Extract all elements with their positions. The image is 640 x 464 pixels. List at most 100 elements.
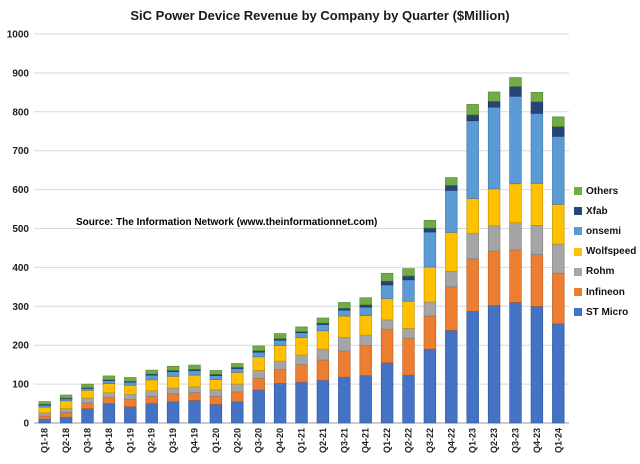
x-tick-label: Q1-18 — [40, 428, 50, 453]
bar-segment-onsemi — [530, 113, 544, 184]
bar-segment-st-micro — [166, 401, 180, 424]
bar-segment-onsemi — [487, 106, 501, 190]
bar-segment-rohm — [145, 390, 158, 397]
bar-segment-st-micro — [552, 323, 565, 424]
x-tick-label: Q3-22 — [425, 428, 435, 453]
y-tick-label: 700 — [12, 146, 29, 157]
bar-segment-others — [59, 394, 73, 399]
bar-segment-onsemi — [445, 190, 458, 233]
x-tick-label: Q2-22 — [404, 428, 414, 453]
bar-segment-rohm — [102, 392, 116, 399]
bar-segment-infineon — [445, 286, 458, 331]
bar-segment-wolfspeed — [166, 376, 180, 389]
bar-segment-wolfspeed — [38, 406, 51, 414]
x-tick-label: Q4-23 — [532, 428, 542, 453]
bar-segment-infineon — [423, 315, 437, 350]
bar-segment-infineon — [38, 415, 51, 420]
bar-segment-rohm — [273, 360, 287, 371]
bar-segment-infineon — [81, 402, 94, 409]
bar-segment-others — [402, 268, 415, 277]
bar-segment-wolfspeed — [423, 266, 437, 303]
bar-segment-others — [316, 317, 330, 324]
bar-segment-st-micro — [466, 311, 479, 424]
x-tick-label: Q2-19 — [147, 428, 157, 453]
bar-segment-rohm — [59, 408, 73, 413]
bar-segment-others — [188, 364, 201, 370]
bar-segment-onsemi — [359, 306, 372, 316]
legend-swatch — [574, 308, 582, 317]
bar-segment-infineon — [252, 377, 265, 391]
bar-segment-rohm — [487, 225, 501, 252]
legend-label: Rohm — [586, 266, 615, 278]
bar-segment-others — [231, 363, 244, 368]
bar-segment-rohm — [81, 397, 94, 404]
bar-segment-onsemi — [209, 375, 223, 380]
y-tick-label: 800 — [12, 107, 29, 118]
bar-segment-others — [38, 401, 51, 405]
bar-segment-onsemi — [402, 279, 415, 302]
bar-segment-wolfspeed — [273, 345, 287, 362]
bar-segment-infineon — [338, 350, 351, 378]
bar-segment-wolfspeed — [445, 232, 458, 272]
bar-segment-infineon — [166, 393, 180, 402]
bar-segment-wolfspeed — [466, 198, 479, 234]
bar-segment-onsemi — [466, 120, 479, 199]
bar-segment-infineon — [231, 391, 244, 402]
bar-segment-wolfspeed — [380, 298, 394, 321]
bar-segment-xfab — [380, 280, 394, 286]
bar-segment-st-micro — [38, 418, 51, 424]
bar-segment-infineon — [102, 397, 116, 404]
bar-segment-onsemi — [552, 136, 565, 205]
bar-segment-rohm — [316, 348, 330, 361]
x-tick-label: Q3-21 — [339, 428, 349, 453]
y-tick-label: 500 — [12, 224, 29, 235]
y-tick-label: 400 — [12, 263, 29, 274]
bar-segment-rohm — [466, 233, 479, 260]
bar-segment-infineon — [188, 392, 201, 401]
bar-segment-xfab — [552, 126, 565, 137]
legend-swatch — [574, 247, 582, 256]
bar-segment-onsemi — [124, 381, 137, 386]
bar-segment-wolfspeed — [530, 183, 544, 226]
legend-label: onsemi — [586, 225, 622, 237]
x-tick-label: Q1-22 — [382, 428, 392, 453]
y-tick-label: 100 — [12, 380, 29, 391]
source-annotation: Source: The Information Network (www.the… — [76, 217, 378, 228]
bar-segment-wolfspeed — [145, 379, 158, 392]
bar-segment-infineon — [359, 345, 372, 376]
legend-swatch — [574, 267, 582, 276]
legend-item: ST Micro — [574, 302, 636, 322]
bar-segment-others — [145, 369, 158, 375]
bar-segment-st-micro — [445, 330, 458, 424]
bar-segment-infineon — [380, 329, 394, 364]
bar-segment-wolfspeed — [59, 400, 73, 409]
x-tick-label: Q1-19 — [125, 428, 135, 453]
bar-segment-st-micro — [530, 305, 544, 424]
bar-segment-xfab — [423, 227, 437, 233]
bar-segment-wolfspeed — [102, 383, 116, 393]
bar-segment-wolfspeed — [552, 204, 565, 245]
bar-segment-others — [359, 297, 372, 306]
chart-legend: Others Xfab onsemi Wolfspeed Rohm Infineon ST … — [574, 181, 636, 322]
x-tick-label: Q1-20 — [211, 428, 221, 453]
bar-segment-st-micro — [509, 302, 522, 424]
bar-segment-onsemi — [145, 374, 158, 381]
bar-segment-others — [530, 92, 544, 102]
legend-label: Others — [586, 185, 619, 197]
bar-segment-rohm — [124, 393, 137, 400]
legend-label: Wolfspeed — [586, 246, 637, 258]
bar-segment-wolfspeed — [252, 356, 265, 371]
bar-segment-rohm — [445, 270, 458, 288]
bar-segment-onsemi — [423, 231, 437, 268]
bar-segment-onsemi — [188, 370, 201, 376]
chart-title: SiC Power Device Revenue by Company by Q… — [130, 8, 510, 23]
y-tick-label: 300 — [12, 302, 29, 313]
bar-segment-st-micro — [338, 376, 351, 424]
bar-segment-others — [81, 383, 94, 388]
bar-segment-rohm — [338, 337, 351, 352]
bar-segment-wolfspeed — [295, 337, 308, 356]
bar-segment-others — [273, 333, 287, 339]
bar-segment-st-micro — [316, 379, 330, 424]
bar-segment-onsemi — [316, 324, 330, 332]
